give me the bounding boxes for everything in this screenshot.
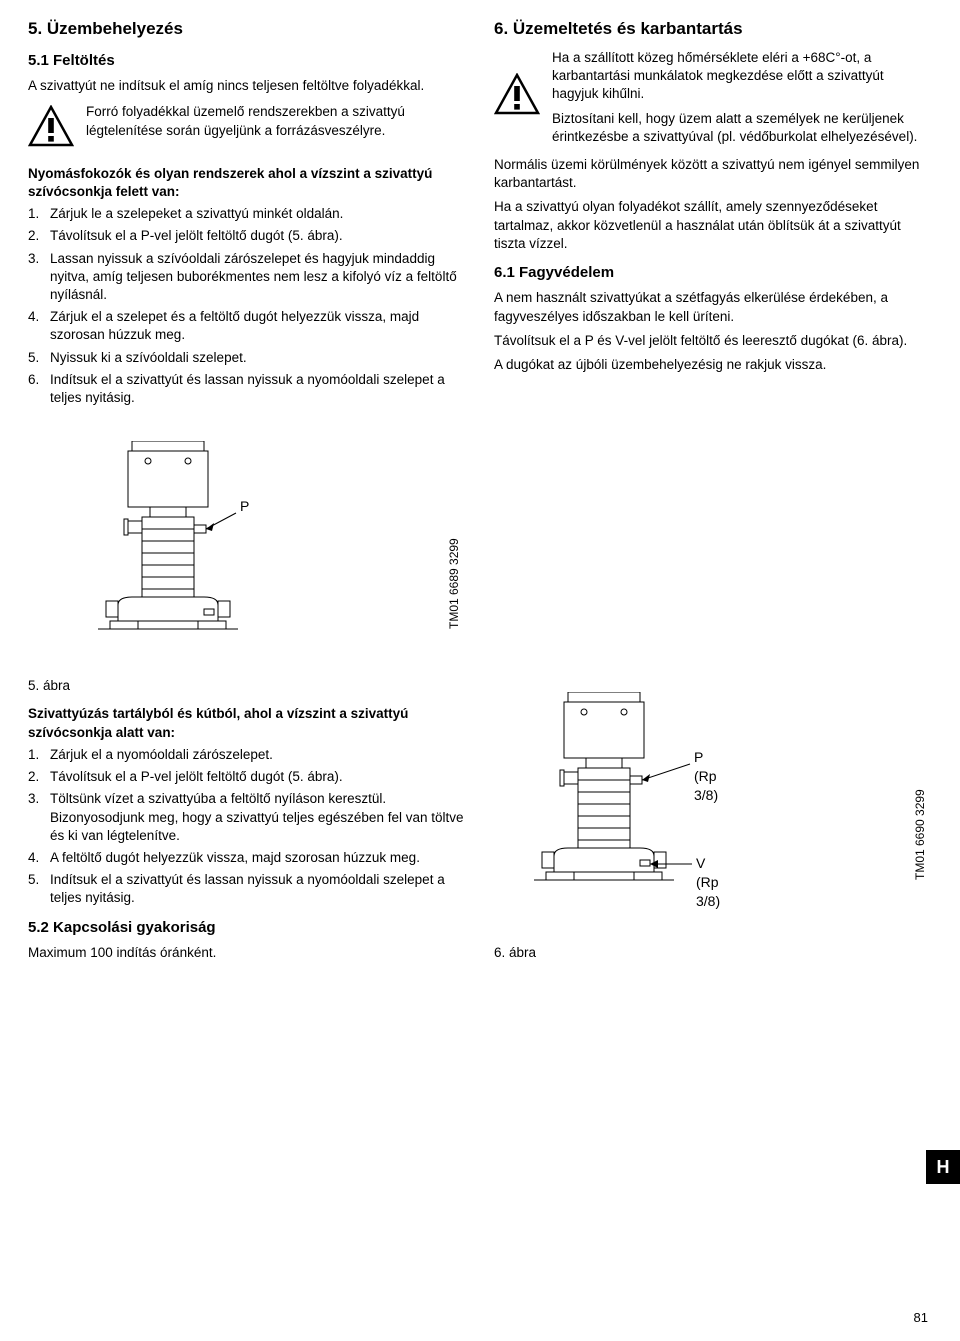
figure-5-caption: 5. ábra <box>28 677 466 695</box>
figure-6-caption: 6. ábra <box>494 944 932 962</box>
step: A feltöltő dugót helyezzük vissza, majd … <box>28 849 466 867</box>
figure-6-code: TM01 6690 3299 <box>912 789 928 880</box>
block1-title: Nyomásfokozók és olyan rendszerek ahol a… <box>28 165 466 201</box>
right-column: 6. Üzemeltetés és karbantartás Ha a szál… <box>494 18 932 417</box>
step: Indítsuk el a szivattyút és lassan nyiss… <box>28 371 466 407</box>
two-column-layout: 5. Üzembehelyezés 5.1 Feltöltés A szivat… <box>28 18 932 417</box>
side-tab-language: H <box>926 1150 960 1184</box>
step: Töltsünk vízet a szivattyúba a feltöltő … <box>28 790 466 845</box>
warning-hot-liquid-text: Forró folyadékkal üzemelő rendszerekben … <box>86 103 466 139</box>
figure-6: P (Rp 3/8) V (Rp 3/8) TM01 6690 3299 6. … <box>494 692 932 962</box>
warning-maintenance: Ha a szállított közeg hőmérséklete eléri… <box>494 49 932 146</box>
page-number: 81 <box>914 1309 928 1327</box>
pointer-p <box>206 511 266 541</box>
step: Nyissuk ki a szívóoldali szelepet. <box>28 349 466 367</box>
block2-title: Szivattyúzás tartályból és kútból, ahol … <box>28 705 466 741</box>
frost-para-2: Távolítsuk el a P és V-vel jelölt feltöl… <box>494 332 932 350</box>
step: Indítsuk el a szivattyút és lassan nyiss… <box>28 871 466 907</box>
step: Távolítsuk el a P-vel jelölt feltöltő du… <box>28 227 466 245</box>
left-column: 5. Üzembehelyezés 5.1 Feltöltés A szivat… <box>28 18 466 417</box>
step: Zárjuk el a szelepet és a feltöltő dugót… <box>28 308 466 344</box>
step: Lassan nyissuk a szívóoldali zárószelepe… <box>28 250 466 305</box>
label-p-rp: P (Rp 3/8) <box>694 748 718 805</box>
label-v-rp: V (Rp 3/8) <box>696 854 720 911</box>
warning-icon <box>28 103 74 154</box>
heading-frost: 6.1 Fagyvédelem <box>494 263 932 283</box>
warning-icon <box>494 49 540 122</box>
frost-para-3: A dugókat az újbóli üzembehelyezésig ne … <box>494 356 932 374</box>
figure-5: P TM01 6689 3299 5. ábra Szivattyúzás ta… <box>28 441 466 962</box>
filling-lead: A szivattyút ne indítsuk el amíg nincs t… <box>28 77 466 95</box>
warning-text-a: Ha a szállított közeg hőmérséklete eléri… <box>552 49 932 104</box>
switch-freq-text: Maximum 100 indítás óránként. <box>28 944 466 962</box>
heading-switch-freq: 5.2 Kapcsolási gyakoriság <box>28 918 466 938</box>
figure-5-code: TM01 6689 3299 <box>446 539 462 630</box>
label-p: P <box>240 497 249 516</box>
step: Zárjuk el a nyomóoldali zárószelepet. <box>28 746 466 764</box>
step: Zárjuk le a szelepeket a szivattyú minké… <box>28 205 466 223</box>
frost-para-1: A nem használt szivattyúkat a szétfagyás… <box>494 289 932 325</box>
figure-row: P TM01 6689 3299 5. ábra Szivattyúzás ta… <box>28 441 932 962</box>
maint-para-1: Normális üzemi körülmények között a sziv… <box>494 156 932 192</box>
heading-commissioning: 5. Üzembehelyezés <box>28 18 466 41</box>
warning-text-b: Biztosítani kell, hogy üzem alatt a szem… <box>552 110 932 146</box>
maint-para-2: Ha a szivattyú olyan folyadékot szállít,… <box>494 198 932 253</box>
steps-above-suction: Zárjuk le a szelepeket a szivattyú minké… <box>28 205 466 407</box>
step: Távolítsuk el a P-vel jelölt feltöltő du… <box>28 768 466 786</box>
heading-maintenance: 6. Üzemeltetés és karbantartás <box>494 18 932 41</box>
heading-filling: 5.1 Feltöltés <box>28 51 466 71</box>
warning-hot-liquid: Forró folyadékkal üzemelő rendszerekben … <box>28 103 466 154</box>
warning-maintenance-text: Ha a szállított közeg hőmérséklete eléri… <box>552 49 932 146</box>
steps-below-suction: Zárjuk el a nyomóoldali zárószelepet. Tá… <box>28 746 466 908</box>
block2: Szivattyúzás tartályból és kútból, ahol … <box>28 705 466 962</box>
pump-diagram-5: P <box>98 441 258 646</box>
pump-diagram-6: P (Rp 3/8) V (Rp 3/8) <box>534 692 694 897</box>
